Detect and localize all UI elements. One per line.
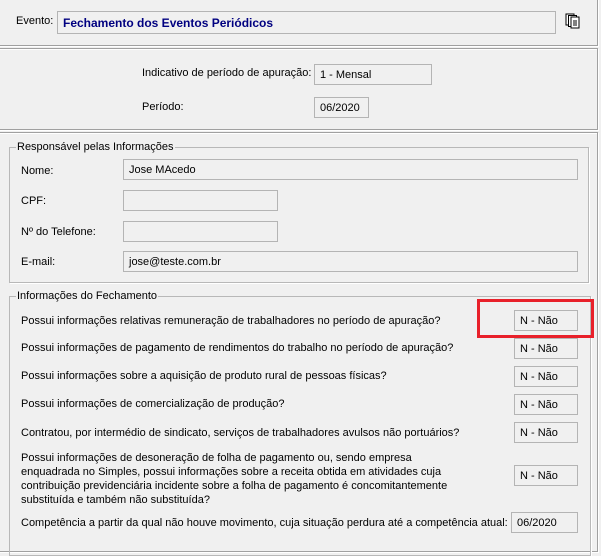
highlight-box — [477, 299, 594, 338]
answer-1[interactable]: N - Não — [514, 310, 578, 331]
answer-4[interactable]: N - Não — [514, 394, 578, 415]
answer-6[interactable]: N - Não — [514, 465, 578, 486]
copy-documents-icon[interactable] — [565, 13, 581, 29]
periodo-field[interactable]: 06/2020 — [314, 97, 369, 118]
telefone-label: Nº do Telefone: — [21, 226, 96, 238]
cpf-field[interactable] — [123, 190, 278, 211]
fechamento-title: Informações do Fechamento — [16, 289, 159, 303]
periodo-label: Período: — [142, 101, 184, 113]
responsavel-title: Responsável pelas Informações — [16, 140, 175, 154]
periodo-panel: Indicativo de período de apuração: 1 - M… — [0, 48, 598, 130]
email-label: E-mail: — [21, 256, 56, 268]
responsavel-group: Responsável pelas Informações — [9, 140, 589, 283]
telefone-field[interactable] — [123, 221, 278, 242]
evento-field[interactable]: Fechamento dos Eventos Periódicos — [57, 11, 556, 34]
indicativo-label: Indicativo de período de apuração: — [142, 67, 312, 79]
question-2: Possui informações de pagamento de rendi… — [21, 342, 454, 354]
question-6: Possui informações de desoneração de fol… — [21, 452, 448, 506]
answer-2[interactable]: N - Não — [514, 338, 578, 359]
answer-5[interactable]: N - Não — [514, 422, 578, 443]
nome-label: Nome: — [21, 165, 54, 177]
question-3: Possui informações sobre a aquisição de … — [21, 370, 387, 382]
competencia-label: Competência a partir da qual não houve m… — [21, 517, 508, 529]
cpf-label: CPF: — [21, 195, 47, 207]
indicativo-field[interactable]: 1 - Mensal — [314, 64, 432, 85]
evento-label: Evento: — [16, 15, 54, 27]
evento-panel: Evento: Fechamento dos Eventos Periódico… — [0, 0, 598, 46]
nome-field[interactable]: Jose MAcedo — [123, 159, 578, 180]
question-4: Possui informações de comercialização de… — [21, 398, 285, 410]
email-field[interactable]: jose@teste.com.br — [123, 251, 578, 272]
competencia-field[interactable]: 06/2020 — [511, 512, 578, 533]
question-1: Possui informações relativas remuneração… — [21, 315, 441, 327]
question-5: Contratou, por intermédio de sindicato, … — [21, 427, 460, 439]
answer-3[interactable]: N - Não — [514, 366, 578, 387]
